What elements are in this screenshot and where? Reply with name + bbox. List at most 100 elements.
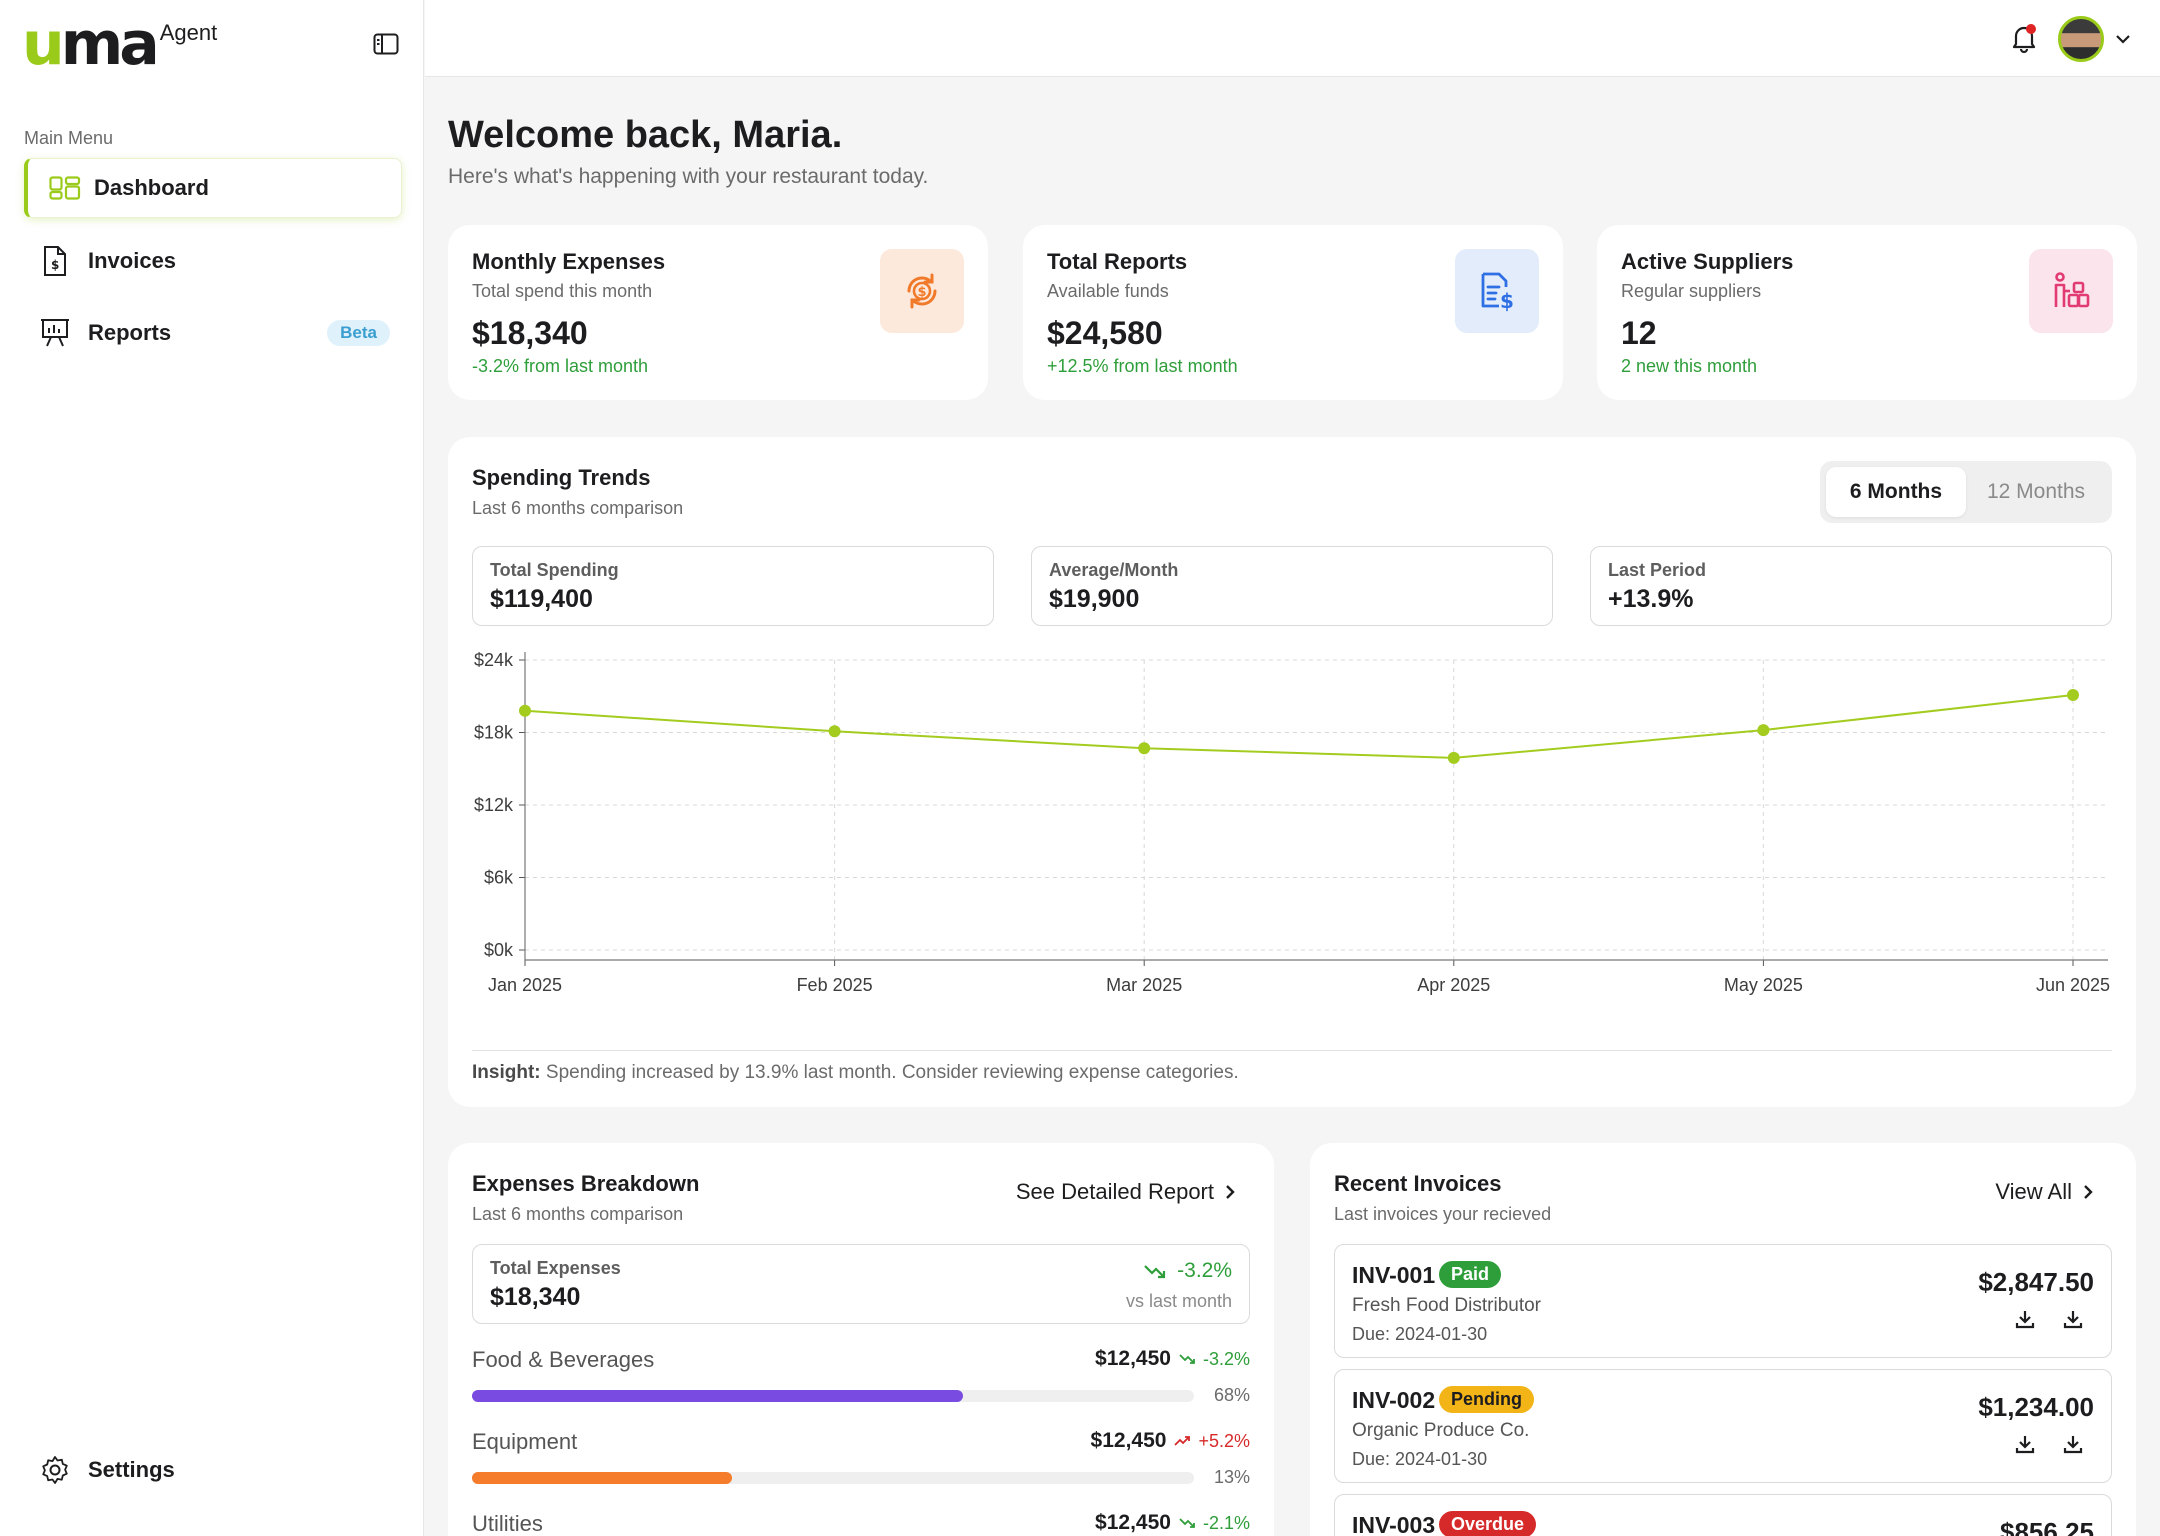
category-amount: $12,450 xyxy=(1095,1347,1171,1370)
stat-subtitle: Regular suppliers xyxy=(1621,281,1762,301)
category-change: -3.2% xyxy=(1179,1349,1250,1370)
settings-label: Settings xyxy=(88,1457,175,1482)
category-figures: $12,450 +5.2% xyxy=(1091,1429,1250,1453)
section-subtitle: Last invoices your recieved xyxy=(1334,1204,1552,1224)
invoice-id: INV-003 xyxy=(1352,1512,1436,1536)
data-point xyxy=(1757,724,1770,737)
insight-message: Spending increased by 13.9% last month. … xyxy=(545,1062,1239,1083)
section-title: Recent Invoices xyxy=(1334,1171,1502,1196)
document-dollar-icon: $ xyxy=(1455,249,1539,333)
trend-down-icon xyxy=(1144,1265,1166,1279)
total-value: $18,340 xyxy=(490,1283,581,1311)
summary-value: +13.9% xyxy=(1608,585,1694,613)
expenses-breakdown-card: Expenses Breakdown Last 6 months compari… xyxy=(448,1143,1274,1536)
category-bar-track xyxy=(472,1472,1194,1484)
status-badge: Overdue xyxy=(1439,1511,1537,1536)
stat-value: 12 xyxy=(1621,315,1657,351)
divider xyxy=(472,1050,2112,1051)
x-tick-label: Apr 2025 xyxy=(1417,975,1490,995)
summary-label: Average/Month xyxy=(1049,560,1179,580)
download-button[interactable] xyxy=(2011,1430,2039,1458)
category-bar-track xyxy=(472,1390,1194,1402)
sidebar-toggle-button[interactable] xyxy=(370,30,402,58)
sidebar-item-label: Dashboard xyxy=(94,175,209,200)
invoice-vendor: Fresh Food Distributor xyxy=(1352,1295,1542,1316)
summary-label: Last Period xyxy=(1608,560,1707,580)
stat-card-total-reports: Total Reports Available funds $24,580 +1… xyxy=(1023,225,1563,400)
toggle-6-months[interactable]: 6 Months xyxy=(1826,467,1966,517)
sidebar-item-label: Reports xyxy=(88,320,172,345)
summary-last-period: Last Period +13.9% xyxy=(1590,546,2112,626)
cycle-dollar-icon: $ xyxy=(880,249,964,333)
svg-text:$: $ xyxy=(918,285,927,300)
top-bar xyxy=(425,0,2160,77)
sidebar-item-settings[interactable]: Settings xyxy=(24,1440,175,1500)
stat-card-active-suppliers: Active Suppliers Regular suppliers 12 2 … xyxy=(1597,225,2137,400)
summary-label: Total Spending xyxy=(490,560,619,580)
category-change: -2.1% xyxy=(1179,1513,1250,1534)
category-name: Food & Beverages xyxy=(472,1347,655,1372)
y-tick-label: $0k xyxy=(484,940,514,960)
category-figures: $12,450 -3.2% xyxy=(1095,1347,1250,1371)
category-figures: $12,450 -2.1% xyxy=(1095,1511,1250,1535)
invoice-icon: $ xyxy=(38,244,72,278)
sidebar-item-invoices[interactable]: $ Invoices xyxy=(24,231,402,291)
x-tick-label: Jan 2025 xyxy=(488,975,562,995)
download-button[interactable] xyxy=(2011,1305,2039,1333)
sidebar: uma Agent Main Menu Dashboard $ Invoices… xyxy=(0,0,424,1536)
stat-change: 2 new this month xyxy=(1621,356,1758,376)
page-subtitle: Here's what's happening with your restau… xyxy=(448,165,929,188)
sidebar-item-label: Invoices xyxy=(88,248,177,273)
logo-mark: uma xyxy=(22,9,160,79)
chevron-down-icon[interactable] xyxy=(2114,30,2132,48)
stat-title: Monthly Expenses xyxy=(472,249,666,274)
category-amount: $12,450 xyxy=(1090,1429,1167,1452)
invoice-amount: $856.25 xyxy=(2000,1517,2094,1536)
category-change-value: -2.1% xyxy=(1202,1512,1250,1533)
total-vs-label: vs last month xyxy=(1125,1291,1232,1311)
download-icon xyxy=(2063,1436,2083,1454)
category-change-value: -3.2% xyxy=(1202,1348,1250,1369)
see-detailed-report-link[interactable]: See Detailed Report xyxy=(1016,1179,1236,1205)
data-point xyxy=(2067,689,2079,702)
logo[interactable]: uma Agent xyxy=(22,9,217,79)
section-title: Expenses Breakdown xyxy=(472,1171,700,1196)
invoice-vendor: Organic Produce Co. xyxy=(1352,1420,1530,1441)
invoice-id: INV-002 xyxy=(1352,1387,1436,1413)
download-icon xyxy=(2015,1436,2035,1454)
trend-down-icon xyxy=(1179,1354,1195,1364)
stat-subtitle: Available funds xyxy=(1047,281,1169,301)
link-label: View All xyxy=(1995,1179,2072,1204)
x-tick-label: Mar 2025 xyxy=(1106,975,1182,995)
total-label: Total Expenses xyxy=(490,1258,621,1278)
invoice-row[interactable]: INV-001 Paid Fresh Food Distributor Due:… xyxy=(1334,1244,2112,1358)
category-percent: 68% xyxy=(1213,1385,1250,1405)
status-badge: Pending xyxy=(1439,1386,1534,1413)
sidebar-item-reports[interactable]: Reports Beta xyxy=(24,303,402,363)
status-badge: Paid xyxy=(1439,1261,1502,1288)
link-label: See Detailed Report xyxy=(1015,1179,1214,1204)
toggle-12-months[interactable]: 12 Months xyxy=(1986,480,2086,503)
summary-value: $19,900 xyxy=(1049,585,1140,613)
invoice-row[interactable]: INV-003 Overdue $856.25 xyxy=(1334,1494,2112,1536)
download-icon xyxy=(2015,1311,2035,1329)
data-point xyxy=(1138,742,1151,755)
page-title: Welcome back, Maria. xyxy=(448,114,843,156)
section-subtitle: Last 6 months comparison xyxy=(472,1204,684,1224)
section-title: Spending Trends xyxy=(472,465,651,490)
summary-average-month: Average/Month $19,900 xyxy=(1031,546,1553,626)
download-button[interactable] xyxy=(2059,1430,2087,1458)
reports-icon xyxy=(38,316,72,350)
total-change-value: -3.2% xyxy=(1177,1259,1232,1282)
x-tick-label: May 2025 xyxy=(1724,975,1803,995)
stat-change: +12.5% from last month xyxy=(1047,356,1238,376)
view-all-link[interactable]: View All xyxy=(1995,1179,2094,1205)
sidebar-item-dashboard[interactable]: Dashboard xyxy=(24,158,402,218)
category-bar-fill xyxy=(472,1390,963,1402)
avatar[interactable] xyxy=(2058,16,2104,62)
stat-value: $24,580 xyxy=(1047,315,1163,351)
invoice-row[interactable]: INV-002 Pending Organic Produce Co. Due:… xyxy=(1334,1369,2112,1483)
y-tick-label: $18k xyxy=(474,723,514,743)
download-button[interactable] xyxy=(2059,1305,2087,1333)
notifications-button[interactable] xyxy=(2008,22,2040,54)
